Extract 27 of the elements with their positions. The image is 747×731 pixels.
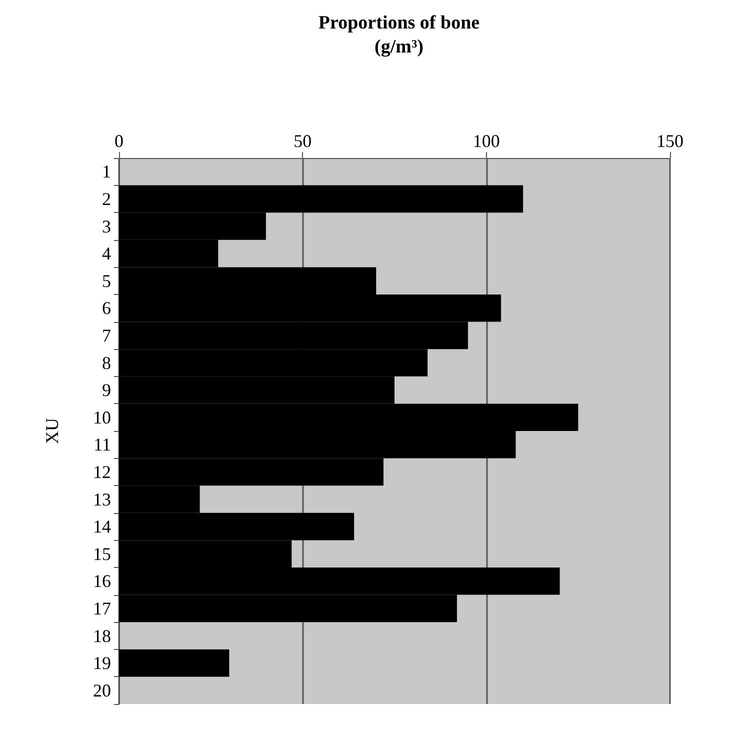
x-tick-label: 150 [656,131,684,151]
y-tick-label: 9 [102,380,111,400]
y-tick-label: 20 [93,680,111,700]
y-tick-label: 13 [93,489,111,510]
x-tick-label: 50 [294,131,312,151]
y-tick-label: 2 [102,188,111,209]
y-tick-label: 11 [94,434,111,455]
y-tick-label: 5 [102,270,111,291]
y-tick-label: 19 [93,653,111,674]
bar [119,649,230,677]
x-tick-label: 0 [114,131,124,151]
y-tick-label: 1 [102,162,111,182]
y-tick-label: 3 [102,216,111,236]
y-tick-label: 8 [102,352,111,373]
y-tick-label: 4 [102,244,111,264]
y-tick-label: 12 [93,462,111,482]
y-tick-label: 16 [93,571,111,592]
y-tick-label: 6 [102,298,111,318]
x-tick-label: 100 [472,131,500,151]
y-axis-title: XU [42,418,62,444]
chart-title: Proportions of bone (g/m³) [318,12,480,58]
y-tick-label: 15 [93,544,111,564]
y-tick-label: 7 [102,325,111,346]
y-tick-label: 14 [93,516,111,537]
y-tick-label: 10 [93,407,111,428]
y-tick-label: 18 [93,626,111,646]
y-tick-label: 17 [93,598,111,618]
